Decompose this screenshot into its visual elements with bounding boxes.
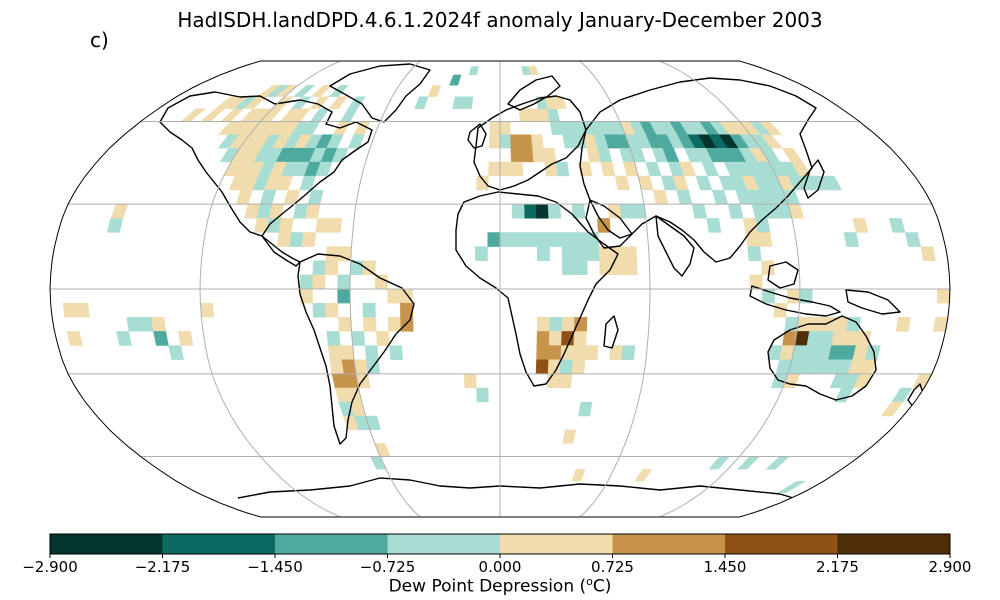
map-boundary [49, 60, 951, 518]
panel-label: c) [90, 28, 109, 52]
anomaly-cell [888, 218, 906, 233]
coastline-madagascar [603, 315, 619, 349]
coastline-europe [473, 95, 587, 191]
colorbar-label: Dew Point Depression (oC) [0, 575, 1000, 597]
colorbar-bin [612, 534, 725, 554]
anomaly-cell [822, 175, 843, 191]
colorbar-tick-label: 0.725 [591, 558, 634, 576]
anomaly-cell [536, 246, 550, 261]
coastline-japan [803, 159, 825, 199]
colorbar-tick-label: 1.450 [703, 558, 747, 576]
anomaly-cell [510, 161, 524, 177]
coastline-africa [455, 191, 619, 387]
anomaly-cell [624, 260, 638, 276]
colorbar-tick-label: −2.175 [134, 558, 191, 576]
coastline-north-america [159, 91, 373, 237]
anomaly-cell [474, 246, 488, 261]
anomaly-cell [852, 218, 869, 233]
anomaly-cell [880, 401, 904, 417]
colorbar-tick-label: 2.900 [928, 558, 972, 576]
graticule [50, 61, 950, 517]
colorbar-label-main: Dew Point Depression ( [388, 576, 587, 597]
colorbar-tick-label: 0.000 [478, 558, 522, 576]
anomaly-cell [116, 331, 132, 346]
colorbar-bin [50, 534, 163, 554]
anomaly-cell [66, 331, 83, 346]
anomaly-cell [328, 96, 348, 110]
colorbar-bin [725, 534, 838, 554]
colorbar [49, 533, 951, 558]
anomaly-cell [706, 218, 722, 233]
colorbar-tick-label: −1.450 [247, 558, 303, 576]
anomaly-cell [528, 66, 540, 76]
anomaly-cell [833, 387, 854, 403]
anomaly-cell [476, 387, 489, 403]
anomaly-cell [584, 345, 599, 360]
anomaly-cell [843, 232, 860, 247]
anomaly-cell [461, 96, 474, 110]
colorbar-tick-label: −0.725 [359, 558, 416, 576]
map-title: HadISDH.landDPD.4.6.1.2024f anomaly Janu… [177, 8, 823, 32]
coastline-india [655, 215, 695, 277]
anomaly-cell [468, 66, 479, 76]
colorbar-bin [837, 534, 950, 554]
anomaly-cell [776, 481, 807, 493]
anomaly-cell [449, 74, 462, 86]
anomaly-cell [555, 161, 570, 177]
anomaly-cell [757, 232, 773, 247]
coastline-scandinavia [507, 75, 561, 111]
anomaly-cell [414, 96, 429, 110]
coastline-australia [767, 315, 877, 401]
colorbar-tick-label: −2.900 [22, 558, 78, 576]
colorbar-bin [275, 534, 388, 554]
anomaly-cell [574, 260, 588, 276]
colorbar-label-unit: C) [592, 576, 612, 597]
anomaly-cell [562, 429, 577, 444]
colorbar-bin [162, 534, 275, 554]
anomaly-cell [178, 331, 194, 346]
anomaly-cell [327, 218, 343, 233]
anomaly-cell [621, 345, 636, 360]
anomaly-cell [476, 175, 489, 191]
coastline-borneo [767, 261, 799, 289]
anomaly-cell [578, 401, 593, 417]
world-map [49, 60, 951, 518]
coastline-uk [467, 123, 487, 149]
anomaly-cell [571, 468, 586, 482]
coastline-arabia [585, 199, 633, 249]
anomaly-cell [315, 161, 333, 177]
anomaly-cell [75, 302, 90, 318]
anomaly-cell [168, 345, 185, 360]
coastline-greenland [329, 63, 431, 123]
coastline-indonesia [749, 285, 841, 317]
anomaly-cell [427, 85, 442, 97]
colorbar-bin [387, 534, 500, 554]
coastline-asia [579, 77, 817, 263]
colorbar-bin [500, 534, 613, 554]
anomaly-cell [634, 468, 653, 482]
anomaly-cell [895, 317, 911, 332]
coastline-new-guinea [845, 289, 901, 315]
anomaly-cell [614, 175, 630, 191]
colorbar-label-superscript: o [586, 575, 593, 588]
coastline-south-america [297, 253, 415, 445]
anomaly-cell [389, 345, 403, 360]
colorbar-tick-label: 2.175 [816, 558, 859, 576]
anomaly-cell [920, 246, 936, 261]
anomaly-cell [301, 232, 317, 247]
anomaly-cell [761, 260, 775, 276]
